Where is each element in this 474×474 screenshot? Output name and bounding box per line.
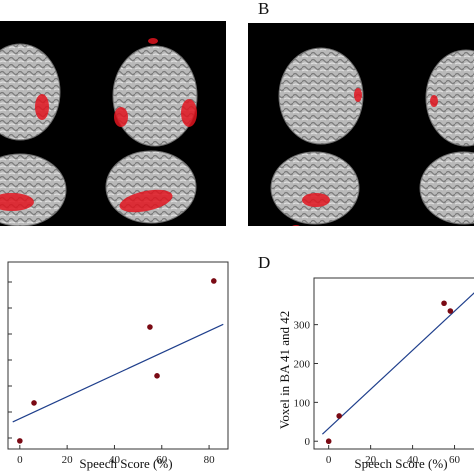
panel-d-x-axis-label: Speech Score (%) xyxy=(354,456,447,471)
panel-d-data-point xyxy=(325,438,332,445)
panel-d-y-axis-label: Voxel in BA 41 and 42 xyxy=(277,311,292,430)
panel-d-y-tick-label: 200 xyxy=(294,359,311,371)
panel-c-plot-frame xyxy=(7,261,229,450)
panel-d-x-tick-label: 40 xyxy=(407,454,419,466)
panel-c-x-axis-label: Speech Score (%) xyxy=(79,456,172,471)
brain-lateral-left-view-a xyxy=(0,153,67,226)
panel-c-data-point xyxy=(147,324,153,330)
brain-anterior-view-b xyxy=(425,49,474,147)
brain-lateral-right-view-b xyxy=(419,151,474,225)
panel-d-plot-frame xyxy=(313,277,474,450)
panel-d-data-point xyxy=(441,300,447,307)
panel-c-x-tick-label: 80 xyxy=(204,454,216,466)
panel-c-data-point xyxy=(17,438,23,444)
panel-c-x-tick-label: 0 xyxy=(17,454,23,466)
panel-c-data-point xyxy=(154,373,160,379)
panel-b-brain-image xyxy=(248,23,474,226)
panel-d-data-point xyxy=(336,413,342,419)
brain-posterior-view-b xyxy=(278,47,364,145)
panel-c-x-tick-label: 20 xyxy=(62,454,74,466)
brain-posterior-view-a xyxy=(0,43,61,141)
panel-d-x-tick-label: 0 xyxy=(326,454,332,466)
panel-c-x-tick-label: 60 xyxy=(156,454,168,466)
panel-b-label: B xyxy=(258,0,270,18)
panel-d-x-tick-label: 20 xyxy=(365,454,377,466)
panel-d-label: D xyxy=(258,253,271,272)
panel-d-x-tick-label: 60 xyxy=(449,454,461,466)
panel-d-y-tick-label: 300 xyxy=(294,320,311,332)
brain-lateral-left-view-b xyxy=(270,151,360,226)
panel-d-y-tick-label: 100 xyxy=(294,397,311,409)
brain-anterior-view-a xyxy=(112,38,198,147)
panel-c-data-point xyxy=(31,400,37,406)
panel-a-brain-image xyxy=(0,21,226,226)
panel-c-regression-line xyxy=(12,323,224,423)
panel-d-y-tick-label: 0 xyxy=(305,436,311,448)
brain-lateral-right-view-a xyxy=(105,150,197,224)
panel-c-x-tick-label: 40 xyxy=(109,454,121,466)
panel-c-data-point xyxy=(211,278,217,284)
panel-d-data-point xyxy=(447,308,454,314)
panel-c-scatter-chart: 0 20 40 60 80 Speech Score (%) xyxy=(7,261,229,471)
panel-d-regression-line xyxy=(321,292,474,435)
